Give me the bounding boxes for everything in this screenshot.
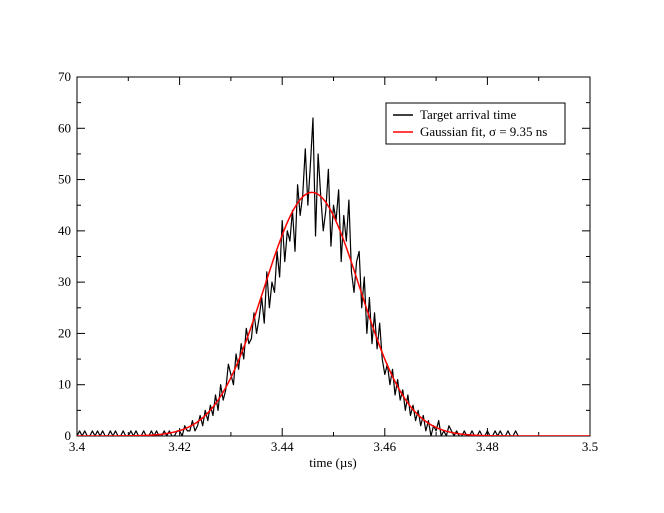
tick-labels: 3.4 3.42 3.44 3.46 3.48 3.5 0 10 20 30 40 50 60 70 [58, 69, 598, 454]
x-tick-label: 3.42 [168, 439, 191, 454]
y-tick-label: 0 [65, 428, 72, 443]
x-axis-label: time (µs) [309, 455, 357, 470]
series-target-arrival-time [77, 117, 590, 436]
legend: Target arrival time Gaussian fit, σ = 9.… [385, 102, 566, 145]
y-tick-label: 40 [58, 223, 71, 238]
y-tick-label: 60 [58, 120, 71, 135]
legend-box [385, 102, 566, 145]
x-tick-label: 3.46 [373, 439, 396, 454]
y-tick-label: 50 [58, 172, 71, 187]
x-tick-label: 3.44 [271, 439, 294, 454]
x-tick-label: 3.48 [476, 439, 499, 454]
legend-label-target-arrival-time: Target arrival time [420, 107, 517, 122]
y-tick-label: 20 [58, 325, 71, 340]
legend-label-gaussian-fit: Gaussian fit, σ = 9.35 ns [420, 124, 547, 139]
y-tick-label: 70 [58, 69, 71, 84]
y-tick-label: 30 [58, 274, 71, 289]
x-tick-label: 3.5 [582, 439, 598, 454]
series-gaussian-fit [77, 191, 590, 436]
y-tick-label: 10 [58, 377, 71, 392]
x-tick-label: 3.4 [69, 439, 86, 454]
